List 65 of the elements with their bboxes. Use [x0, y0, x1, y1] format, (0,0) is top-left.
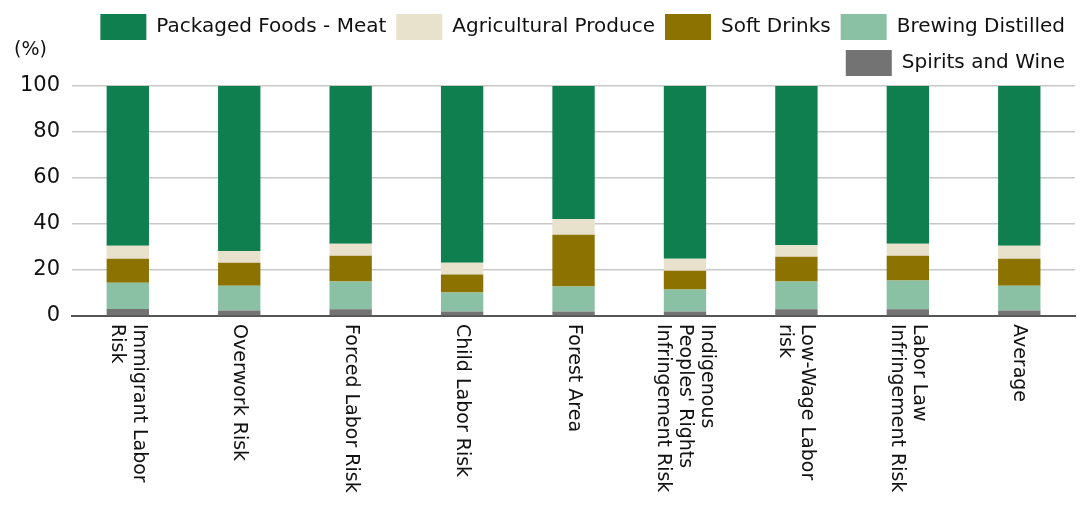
bar [775, 309, 818, 316]
bar [106, 282, 149, 310]
bar [218, 250, 261, 263]
bar [218, 262, 261, 286]
bar [552, 311, 595, 316]
bar [440, 292, 484, 312]
x-tick-label: Indigenous Peoples' Rights Infringement Risk [654, 324, 721, 493]
bar [663, 258, 707, 271]
bar [775, 86, 818, 245]
bar [218, 310, 261, 316]
legend-label: Soft Drinks [720, 13, 831, 38]
bar [106, 86, 149, 246]
bar [886, 280, 930, 310]
bar [552, 286, 595, 312]
bar [775, 256, 818, 282]
bar [998, 86, 1041, 246]
bar [886, 255, 930, 281]
y-tick-label: 80 [33, 118, 61, 143]
y-tick-label: 20 [33, 256, 61, 281]
bar [106, 258, 149, 283]
bar [775, 244, 818, 257]
y-tick-label: 100 [19, 72, 61, 97]
x-tick-label: Forest Area [564, 324, 587, 433]
bar [106, 245, 149, 259]
x-tick-label: Low-Wage Labor risk [776, 324, 821, 481]
bar [329, 255, 372, 282]
bar [552, 218, 595, 235]
bar [998, 285, 1041, 311]
bar [886, 86, 930, 244]
x-tick-label: Child Labor Risk [453, 324, 476, 478]
bar [552, 234, 595, 287]
bar [886, 243, 930, 256]
y-tick-label: 40 [33, 210, 61, 235]
legend-label: Spirits and Wine [901, 49, 1065, 74]
bar [329, 309, 372, 316]
y-tick-label: 60 [33, 164, 61, 189]
bar [998, 245, 1041, 259]
bar [775, 281, 818, 310]
x-tick-label: Average [1010, 324, 1033, 403]
bar [998, 258, 1041, 286]
bar [106, 309, 149, 316]
bar [218, 86, 261, 251]
bar [440, 262, 484, 275]
x-tick-label: Overwork Risk [230, 324, 253, 462]
y-axis-title: (%) [14, 36, 47, 59]
bar [329, 86, 372, 244]
bar [663, 289, 707, 312]
bar [440, 311, 484, 316]
legend-label: Agricultural Produce [452, 13, 655, 38]
bar [329, 281, 372, 310]
bar [440, 274, 484, 293]
bar [329, 243, 372, 256]
bar [218, 285, 261, 311]
legend-label: Packaged Foods - Meat [156, 13, 387, 38]
bar [663, 311, 707, 316]
legend-label: Brewing Distilled [896, 13, 1065, 38]
bar [998, 310, 1041, 316]
x-tick-label: Forced Labor Risk [341, 324, 364, 493]
bar [663, 270, 707, 290]
y-tick-label: 0 [46, 302, 61, 327]
bar [440, 86, 484, 263]
x-tick-label: Immigrant Labor Risk [107, 324, 152, 483]
bar [886, 309, 930, 316]
bar [552, 86, 595, 219]
bar [663, 86, 707, 259]
